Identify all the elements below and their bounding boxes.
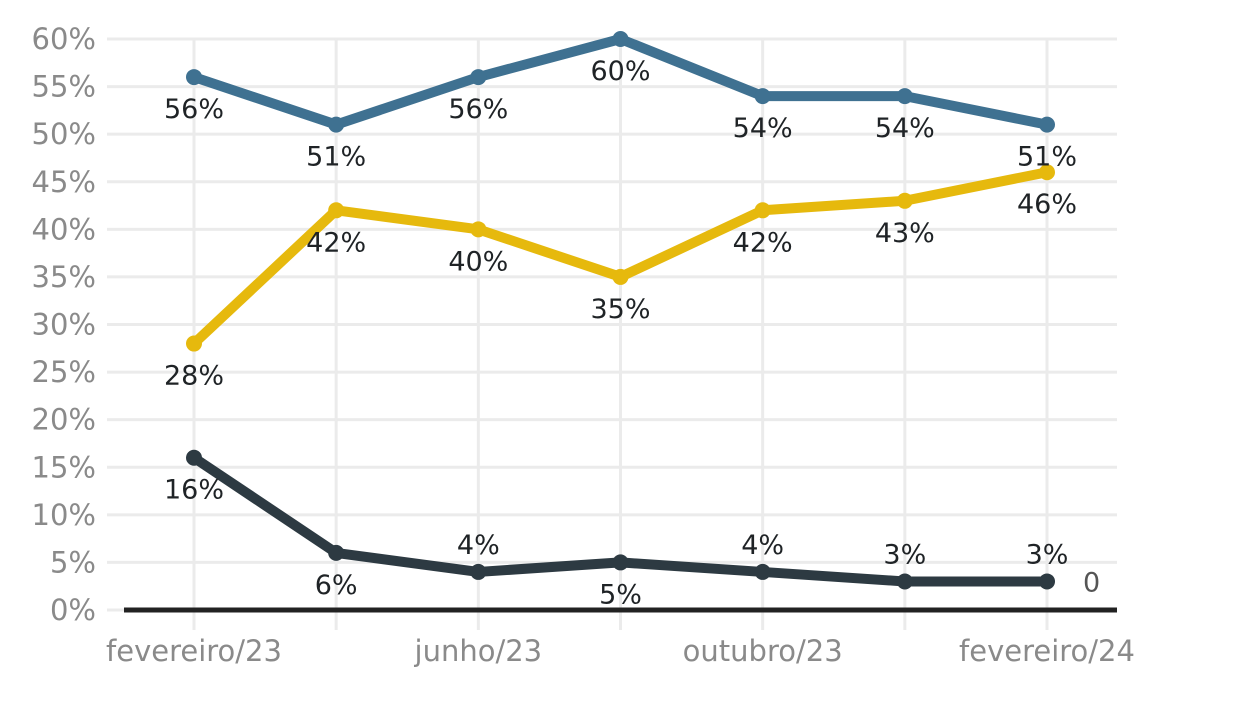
data-label: 60%	[590, 56, 650, 87]
x-tick-label: junho/23	[414, 634, 543, 668]
data-label: 16%	[164, 475, 224, 506]
data-label: 40%	[448, 246, 508, 277]
data-point	[754, 88, 771, 105]
y-tick-label: 45%	[32, 165, 96, 199]
data-label: 56%	[164, 94, 224, 125]
data-label: 42%	[733, 227, 793, 258]
series-lines	[186, 31, 1055, 590]
data-point	[186, 449, 202, 466]
y-tick-label: 15%	[32, 450, 96, 484]
data-label: 3%	[1026, 539, 1069, 570]
y-tick-label: 25%	[32, 355, 96, 389]
y-tick-label: 5%	[50, 545, 96, 579]
x-tick-label: outubro/23	[683, 634, 843, 668]
series-end-label: 0	[1083, 567, 1100, 598]
data-point	[470, 69, 487, 86]
y-tick-label: 0%	[50, 593, 96, 627]
axes: 0% 5% 10% 15% 20% 25% 30% 35% 40% 45% 50% 55% 60% fev…	[32, 22, 1135, 668]
y-tick-label: 40%	[32, 212, 96, 246]
data-point	[896, 573, 913, 590]
data-label: 3%	[883, 539, 926, 570]
y-tick-label: 10%	[32, 498, 96, 532]
data-point	[896, 88, 913, 105]
data-point	[1039, 116, 1055, 133]
data-point	[1039, 573, 1055, 590]
data-point	[328, 116, 345, 133]
data-point	[328, 202, 345, 219]
y-tick-label: 60%	[32, 22, 96, 56]
data-label: 5%	[599, 579, 642, 610]
y-tick-label: 35%	[32, 260, 96, 294]
y-tick-label: 30%	[32, 308, 96, 342]
data-label: 6%	[315, 570, 358, 601]
data-label: 35%	[590, 294, 650, 325]
data-label: 51%	[306, 142, 366, 173]
data-point	[470, 563, 487, 580]
data-label: 56%	[448, 94, 508, 125]
data-point	[754, 563, 771, 580]
data-point	[896, 192, 913, 209]
data-point	[1039, 164, 1055, 181]
data-label: 54%	[875, 113, 935, 144]
data-point	[612, 554, 629, 571]
grid-lines	[107, 37, 1117, 630]
data-point	[754, 202, 771, 219]
data-label: 54%	[733, 113, 793, 144]
x-tick-label: fevereiro/23	[106, 634, 282, 668]
y-tick-label: 55%	[32, 70, 96, 104]
data-point	[328, 544, 345, 561]
data-point	[186, 69, 202, 86]
y-tick-label: 20%	[32, 403, 96, 437]
data-label: 51%	[1017, 142, 1077, 173]
data-point	[186, 335, 202, 352]
data-labels: 56% 51% 56% 60% 54% 54% 51% 28% 42% 40% 35% 42% 43% 4…	[164, 56, 1100, 610]
data-point	[612, 268, 629, 285]
y-tick-label: 50%	[32, 117, 96, 151]
data-label: 46%	[1017, 189, 1077, 220]
data-point	[612, 31, 629, 47]
data-label: 43%	[875, 218, 935, 249]
data-label: 4%	[741, 530, 784, 561]
x-tick-label: fevereiro/24	[959, 634, 1135, 668]
data-point	[470, 221, 487, 238]
data-label: 28%	[164, 361, 224, 392]
data-label: 4%	[457, 530, 500, 561]
data-label: 42%	[306, 227, 366, 258]
